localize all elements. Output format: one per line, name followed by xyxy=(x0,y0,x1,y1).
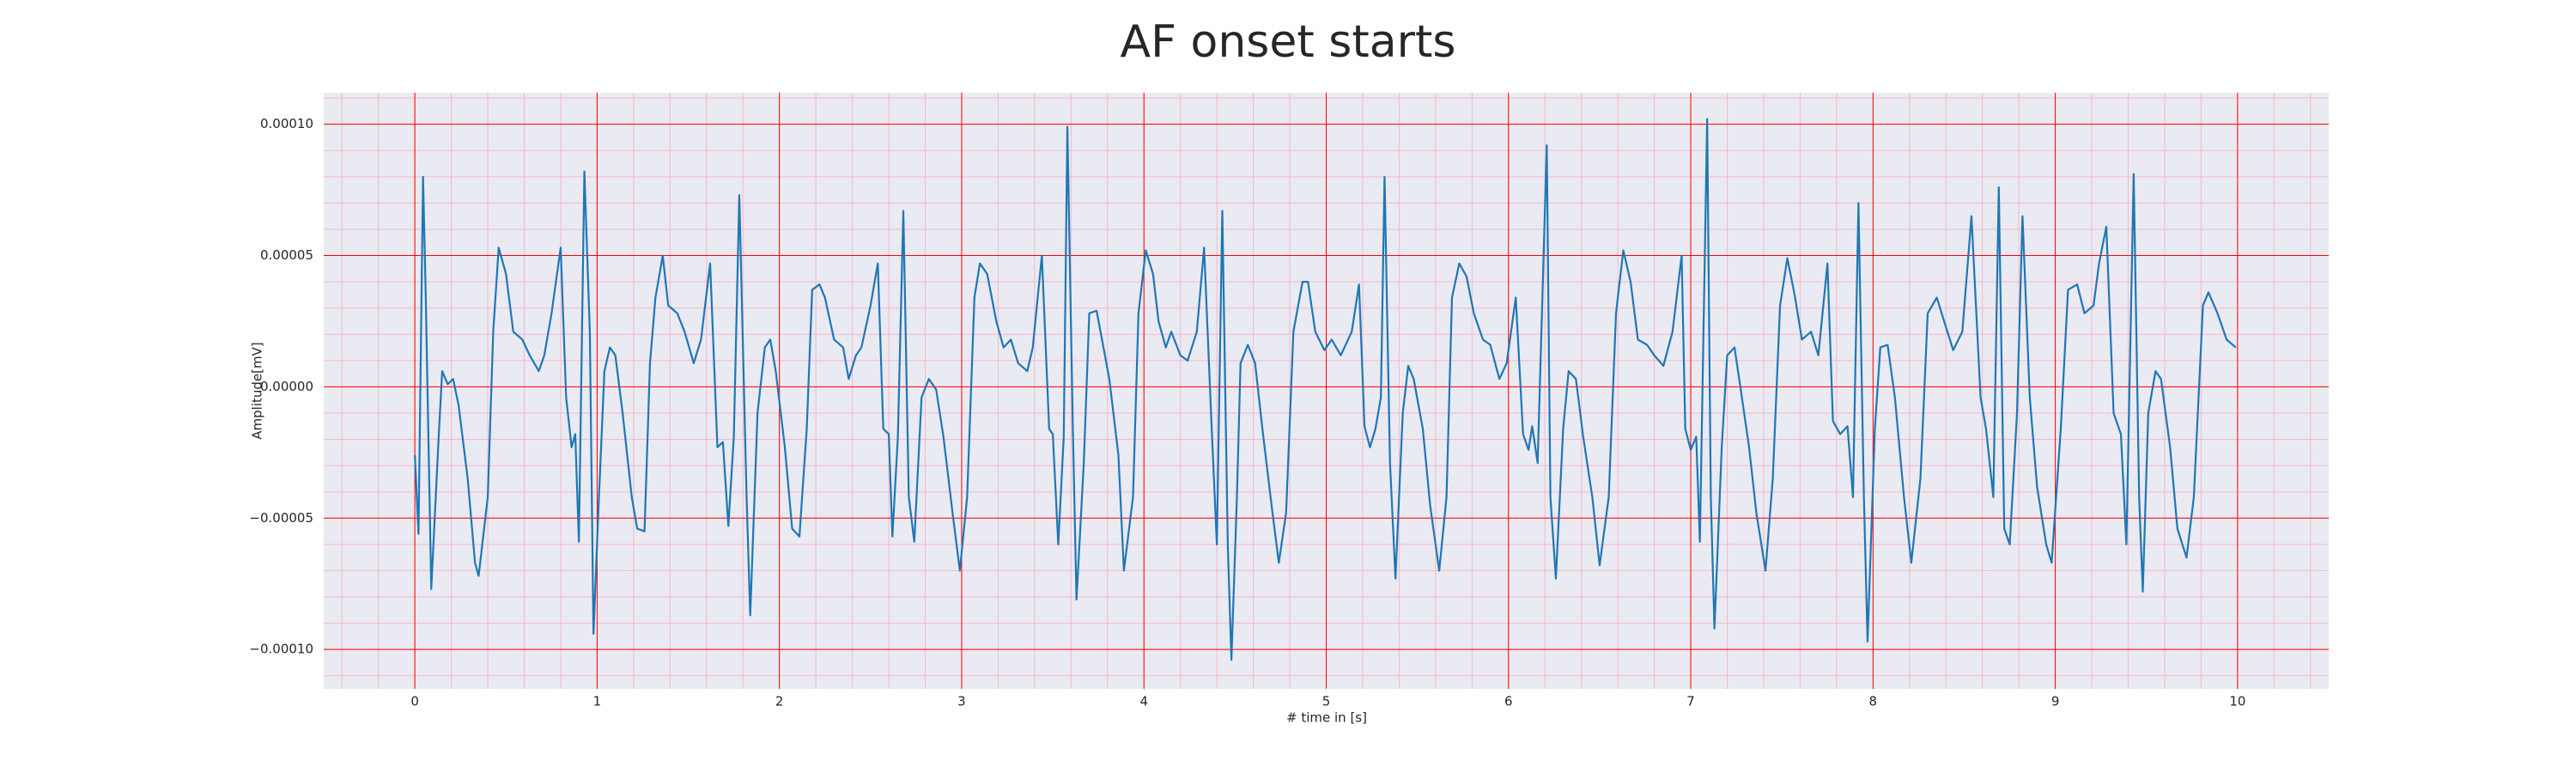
y-tick-label: −0.00010 xyxy=(249,642,313,657)
x-tick-label: 7 xyxy=(1686,694,1695,709)
x-tick-label: 0 xyxy=(410,694,419,709)
ecg-line xyxy=(414,118,2237,661)
x-tick-label: 8 xyxy=(1869,694,1878,709)
y-tick-label: 0.00005 xyxy=(260,247,313,263)
x-tick-label: 2 xyxy=(775,694,784,709)
x-tick-label: 10 xyxy=(2229,694,2245,709)
y-axis-label: Amplitude[mV] xyxy=(250,342,265,439)
x-tick-label: 5 xyxy=(1322,694,1331,709)
x-axis-label: # time in [s] xyxy=(1286,710,1367,726)
x-tick-label: 4 xyxy=(1139,694,1148,709)
chart-title: AF onset starts xyxy=(1121,16,1456,68)
y-tick-label: 0.00010 xyxy=(260,116,313,131)
x-tick-label: 6 xyxy=(1504,694,1513,709)
x-tick-label: 1 xyxy=(593,694,602,709)
x-tick-label: 9 xyxy=(2051,694,2060,709)
y-tick-label: −0.00005 xyxy=(249,510,313,526)
y-tick-label: 0.00000 xyxy=(260,379,313,394)
x-tick-label: 3 xyxy=(957,694,966,709)
